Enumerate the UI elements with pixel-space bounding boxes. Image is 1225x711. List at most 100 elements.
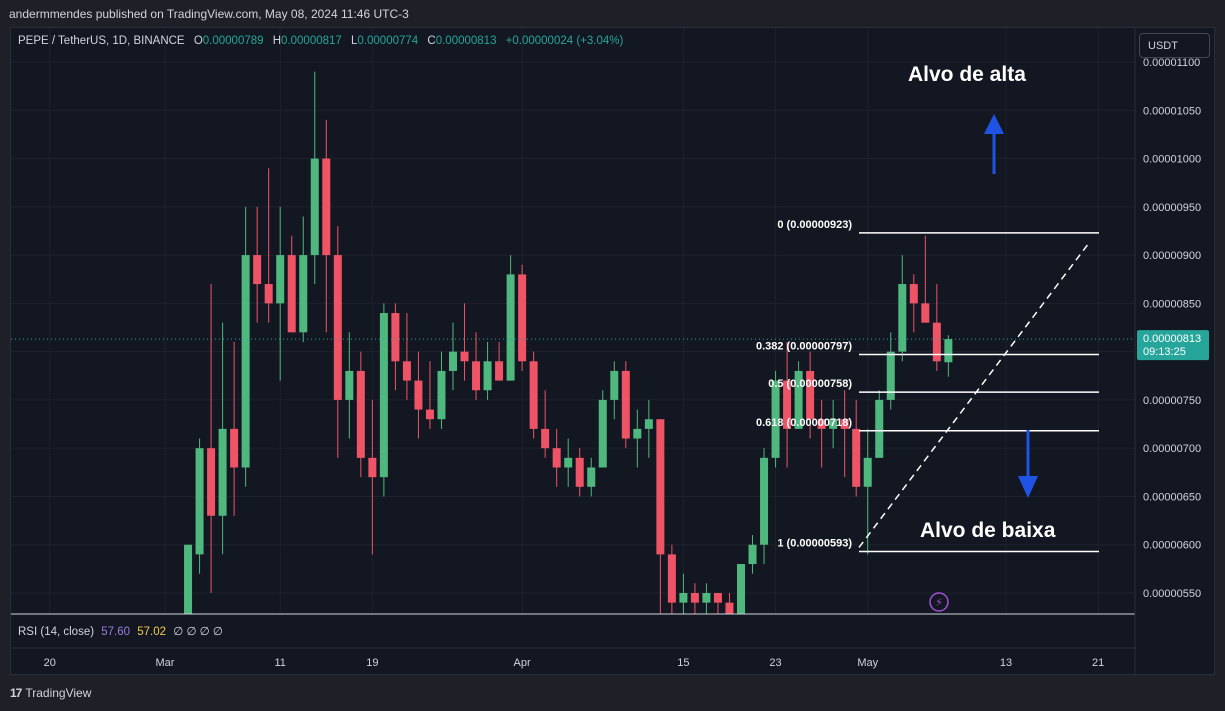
change-value: +0.00000024 (+3.04%) [505, 35, 624, 47]
candle [863, 428, 872, 555]
candle [852, 399, 861, 497]
fibonacci-retracement[interactable]: 0 (0.00000923) 0.382 (0.00000797) 0.5 (0.0… [756, 219, 1099, 553]
candle [541, 390, 550, 458]
fib-level-label: 0.382 (0.00000797) [756, 341, 852, 353]
candle [656, 419, 665, 614]
candle [886, 332, 895, 410]
candle [483, 341, 492, 400]
candle [644, 399, 653, 458]
price-tick-label: 0.00001100 [1143, 57, 1200, 69]
candle [610, 361, 619, 420]
candle [898, 255, 907, 362]
time-tick-label: 20 [44, 657, 56, 669]
candle [679, 573, 688, 614]
time-tick-label: 15 [677, 657, 689, 669]
candle [909, 274, 918, 333]
rsi-value-2: 57.02 [137, 626, 167, 638]
currency-button[interactable]: USDT [1139, 33, 1210, 58]
candle [207, 284, 216, 593]
time-tick-label: May [857, 657, 878, 669]
candle [621, 361, 630, 449]
candle [299, 216, 308, 342]
open-value: 0.00000789 [202, 35, 264, 47]
time-tick-label: 13 [1000, 657, 1012, 669]
chart-panel[interactable]: 0 (0.00000923) 0.382 (0.00000797) 0.5 (0.0… [10, 27, 1216, 676]
low-value: 0.00000774 [357, 35, 419, 47]
alvo-alta-label: Alvo de alta [908, 63, 1026, 86]
candle [402, 313, 411, 400]
candle [875, 390, 884, 458]
time-tick-label: 19 [366, 657, 378, 669]
price-tick-label: 0.00000700 [1143, 443, 1201, 455]
svg-text:⚡: ⚡ [935, 596, 943, 609]
candle [414, 351, 423, 439]
countdown-label: 09:13:25 [1143, 346, 1186, 358]
candle [783, 341, 792, 468]
candle [379, 303, 388, 497]
symbol-label[interactable]: PEPE / TetherUS, 1D, BINANCE [18, 35, 185, 47]
tradingview-brand: TradingView [25, 686, 92, 700]
candles [184, 71, 953, 614]
price-tick-label: 0.00000750 [1143, 395, 1201, 407]
candle [241, 206, 250, 487]
tradingview-logo-icon: 17 [10, 686, 22, 700]
rsi-legend[interactable]: RSI (14, close) 57.60 57.02 ∅ ∅ ∅ ∅ [18, 624, 223, 638]
candle [518, 264, 527, 371]
time-tick-label: Apr [514, 657, 531, 669]
candle [564, 438, 573, 487]
candle [725, 593, 734, 614]
price-tick-label: 0.00000650 [1143, 491, 1201, 503]
candle [218, 322, 227, 555]
candle [702, 583, 711, 614]
alvo-baixa-label: Alvo de baixa [920, 519, 1056, 542]
candle [713, 593, 722, 614]
candle [921, 235, 930, 323]
candle [771, 370, 780, 468]
candle [310, 71, 319, 285]
candle [806, 351, 815, 439]
rsi-empty-values: ∅ ∅ ∅ ∅ [173, 626, 223, 638]
candle [737, 564, 745, 614]
candle [449, 322, 457, 391]
candle [184, 544, 193, 614]
candle [748, 535, 757, 574]
tradingview-logo[interactable]: 17 TradingView [10, 686, 91, 700]
price-tick-label: 0.00000550 [1143, 588, 1201, 600]
candle [437, 351, 446, 429]
price-tick-label: 0.00000850 [1143, 298, 1201, 310]
lightning-icon[interactable]: ⚡ [929, 592, 949, 612]
ohlc-legend: PEPE / TetherUS, 1D, BINANCE O0.00000789… [18, 35, 624, 47]
fib-level-label: 1 (0.00000593) [777, 537, 852, 549]
fib-level-label: 0 (0.00000923) [777, 219, 852, 231]
candle [287, 235, 296, 333]
candle [932, 284, 941, 371]
candle [817, 399, 826, 468]
candle [276, 206, 285, 381]
candle [840, 390, 849, 478]
candle [264, 168, 273, 323]
candle [368, 399, 377, 555]
fib-trend-line[interactable] [858, 242, 1090, 548]
time-tick-label: 21 [1092, 657, 1104, 669]
candle [195, 438, 204, 574]
price-chart[interactable]: 0 (0.00000923) 0.382 (0.00000797) 0.5 (0.0… [11, 28, 1216, 676]
candle [230, 341, 239, 516]
current-price-tag [1137, 330, 1209, 361]
candle [829, 399, 838, 449]
candle [575, 448, 584, 497]
candle [633, 409, 642, 468]
candle [460, 303, 469, 381]
price-tick-label: 0.00001050 [1143, 105, 1201, 117]
time-tick-label: Mar [156, 657, 175, 669]
candle [598, 390, 607, 468]
candle [495, 341, 504, 381]
candle [322, 119, 331, 333]
up-arrow-icon [984, 114, 1004, 174]
price-tick-label: 0.00000900 [1143, 250, 1201, 262]
high-value: 0.00000817 [281, 35, 342, 47]
candle [345, 332, 354, 439]
rsi-label: RSI (14, close) [18, 626, 95, 638]
current-price-label: 0.00000813 [1143, 333, 1201, 345]
candle [667, 544, 676, 614]
time-tick-label: 11 [274, 657, 285, 669]
